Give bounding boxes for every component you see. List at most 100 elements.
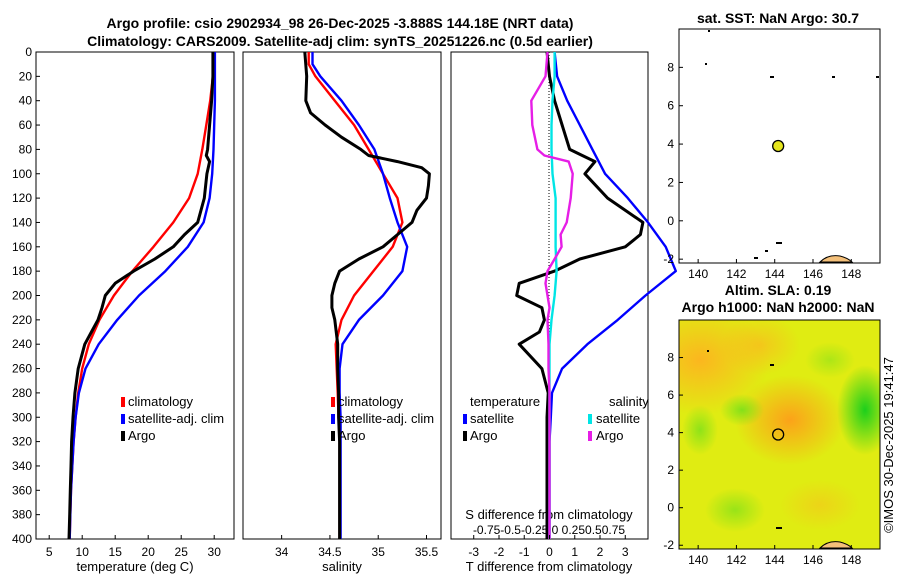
x-tick-label: -2 xyxy=(494,545,505,559)
legend-argo: Argo xyxy=(128,428,155,443)
y-tick-label: 320 xyxy=(12,435,32,449)
sla-argo-marker xyxy=(772,428,785,441)
map-x-tick-label: 146 xyxy=(803,267,823,281)
temperature-xlabel: temperature (deg C) xyxy=(76,559,193,574)
y-tick-label: 240 xyxy=(12,337,32,351)
map-x-tick-label: 142 xyxy=(726,553,746,567)
salinity-axes-box xyxy=(242,51,442,540)
map-y-tick-label: 8 xyxy=(667,60,674,74)
legend-salinity-title: salinity xyxy=(609,394,649,409)
legend-temperature-title: temperature xyxy=(470,394,540,409)
x-tick-label: 0 xyxy=(546,545,553,559)
y-tick-label: 60 xyxy=(19,118,33,132)
y-tick-label: 120 xyxy=(12,191,32,205)
legend-satellite: satellite-adj. clim xyxy=(128,411,224,426)
legend-argo-swatch xyxy=(121,431,125,441)
main-title-line1: Argo profile: csio 2902934_98 26-Dec-202… xyxy=(107,15,574,31)
x-tick-label: 5 xyxy=(46,545,53,559)
legend-satellite: satellite-adj. clim xyxy=(338,411,434,426)
x-tick-label: 34.5 xyxy=(318,545,342,559)
x-tick-label: 30 xyxy=(208,545,222,559)
x-tick-label: -3 xyxy=(468,545,479,559)
map-y-tick-label: 4 xyxy=(667,137,674,151)
x-tick-label: 1 xyxy=(571,545,578,559)
map-y-tick-label: -2 xyxy=(663,252,674,266)
x-tick-label: 2 xyxy=(597,545,604,559)
legend-argo: Argo xyxy=(338,428,365,443)
map-x-tick-label: 148 xyxy=(841,267,861,281)
map-x-tick-label: 144 xyxy=(765,267,785,281)
map-y-tick-label: -2 xyxy=(663,538,674,552)
temperature-legend: climatology satellite-adj. clim Argo xyxy=(121,394,224,443)
salinity-xlabel: salinity xyxy=(322,559,362,574)
sla-map-title-line1: Altim. SLA: 0.19 xyxy=(725,282,832,298)
sst-map-specks xyxy=(705,30,879,263)
y-tick-label: 400 xyxy=(12,532,32,546)
sst-map-title: sat. SST: NaN Argo: 30.7 xyxy=(697,10,859,26)
salinity-legend: climatology satellite-adj. clim Argo xyxy=(331,394,434,443)
temperature-panel: temperature (deg C) 5 10 15 20 25 30020406080… xyxy=(12,45,235,574)
legend-climatology: climatology xyxy=(128,394,194,409)
x-tick-label: 15 xyxy=(109,545,123,559)
legend-t-satellite: satellite xyxy=(470,411,514,426)
legend-s-argo: Argo xyxy=(596,428,623,443)
map-y-tick-label: 6 xyxy=(667,388,674,402)
series-argo xyxy=(67,52,215,540)
series-t-argo xyxy=(515,51,645,539)
legend-s-argo-swatch xyxy=(588,431,592,441)
y-tick-label: 360 xyxy=(12,483,32,497)
x-tick-label: 35.5 xyxy=(415,545,439,559)
y-tick-label: 260 xyxy=(12,362,32,376)
legend-t-argo-swatch xyxy=(463,431,467,441)
map-y-tick-label: 6 xyxy=(667,99,674,113)
y-tick-label: 280 xyxy=(12,386,32,400)
map-y-tick-label: 2 xyxy=(667,463,674,477)
salinity-panel: salinity 34 34.5 35 35.5 climatology satell… xyxy=(242,51,442,574)
x-tick-label: 35 xyxy=(372,545,386,559)
map-x-tick-label: 142 xyxy=(726,267,746,281)
y-tick-label: 80 xyxy=(19,142,33,156)
map-x-tick-label: 146 xyxy=(803,553,823,567)
sla-map-title-line2: Argo h1000: NaN h2000: NaN xyxy=(682,299,875,315)
legend-satellite-swatch xyxy=(121,414,125,424)
imos-watermark: ©IMOS 30-Dec-2025 19:41:47 xyxy=(881,357,896,533)
main-title-line2: Climatology: CARS2009. Satellite-adj cli… xyxy=(87,33,593,49)
map-x-tick-label: 148 xyxy=(841,553,861,567)
map-x-tick-label: 140 xyxy=(688,267,708,281)
map-y-tick-label: 0 xyxy=(667,214,674,228)
difference-xlabel: T difference from climatology xyxy=(466,559,633,574)
map-x-tick-label: 144 xyxy=(765,553,785,567)
x-tick-label: 34 xyxy=(275,545,289,559)
legend-argo-swatch xyxy=(331,431,335,441)
y-tick-label: 300 xyxy=(12,410,32,424)
series-argo xyxy=(303,51,431,539)
legend-climatology: climatology xyxy=(338,394,404,409)
sla-map-box xyxy=(678,319,881,550)
map-y-tick-label: 0 xyxy=(667,501,674,515)
x-tick-label: 20 xyxy=(142,545,156,559)
sst-map-panel: sat. SST: NaN Argo: 30.7 140 142 144 146 148… xyxy=(663,10,881,281)
y-tick-label: 180 xyxy=(12,264,32,278)
map-y-tick-label: 4 xyxy=(667,426,674,440)
y-tick-label: 140 xyxy=(12,215,32,229)
y-tick-label: 0 xyxy=(25,45,32,59)
y-tick-label: 20 xyxy=(19,69,33,83)
temperature-axes-box xyxy=(35,51,235,540)
map-y-tick-label: 8 xyxy=(667,351,674,365)
sst-argo-marker xyxy=(772,139,785,153)
y-tick-label: 40 xyxy=(19,94,33,108)
map-y-tick-label: 2 xyxy=(667,175,674,189)
legend-satellite-swatch xyxy=(331,414,335,424)
difference-legend: temperature salinity satellite Argo sate… xyxy=(463,394,649,443)
y-tick-label: 380 xyxy=(12,508,32,522)
sla-field xyxy=(679,320,880,549)
legend-t-argo: Argo xyxy=(470,428,497,443)
y-tick-label: 100 xyxy=(12,167,32,181)
y-tick-label: 200 xyxy=(12,289,32,303)
sla-map-panel: Altim. SLA: 0.19 Argo h1000: NaN h2000: … xyxy=(663,282,881,567)
x-tick-label: -1 xyxy=(519,545,530,559)
legend-climatology-swatch xyxy=(331,397,335,407)
legend-climatology-swatch xyxy=(121,397,125,407)
y-tick-label: 340 xyxy=(12,459,32,473)
x-tick-label: 3 xyxy=(622,545,629,559)
